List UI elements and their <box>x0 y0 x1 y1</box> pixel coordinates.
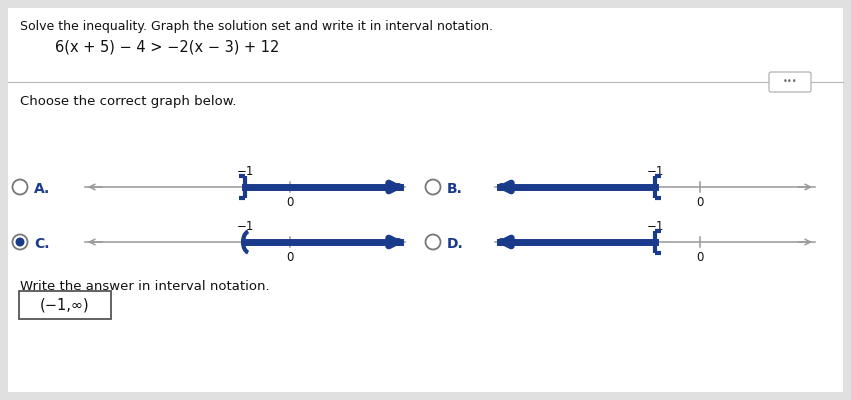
Text: Write the answer in interval notation.: Write the answer in interval notation. <box>20 280 270 293</box>
Text: B.: B. <box>447 182 463 196</box>
Text: •••: ••• <box>783 78 797 86</box>
Text: 0: 0 <box>286 196 294 209</box>
Circle shape <box>15 238 25 246</box>
Text: C.: C. <box>34 237 49 251</box>
Text: Solve the inequality. Graph the solution set and write it in interval notation.: Solve the inequality. Graph the solution… <box>20 20 493 33</box>
Text: D.: D. <box>447 237 464 251</box>
Text: 6(x + 5) − 4 > −2(x − 3) + 12: 6(x + 5) − 4 > −2(x − 3) + 12 <box>55 40 279 55</box>
FancyBboxPatch shape <box>19 291 111 319</box>
FancyBboxPatch shape <box>769 72 811 92</box>
Text: Choose the correct graph below.: Choose the correct graph below. <box>20 95 237 108</box>
Text: 0: 0 <box>696 251 704 264</box>
Text: (−1,∞): (−1,∞) <box>40 298 90 312</box>
Text: 0: 0 <box>286 251 294 264</box>
Text: −1: −1 <box>237 165 254 178</box>
Text: 0: 0 <box>696 196 704 209</box>
Text: −1: −1 <box>646 165 664 178</box>
Text: −1: −1 <box>237 220 254 233</box>
Text: −1: −1 <box>646 220 664 233</box>
Text: A.: A. <box>34 182 50 196</box>
